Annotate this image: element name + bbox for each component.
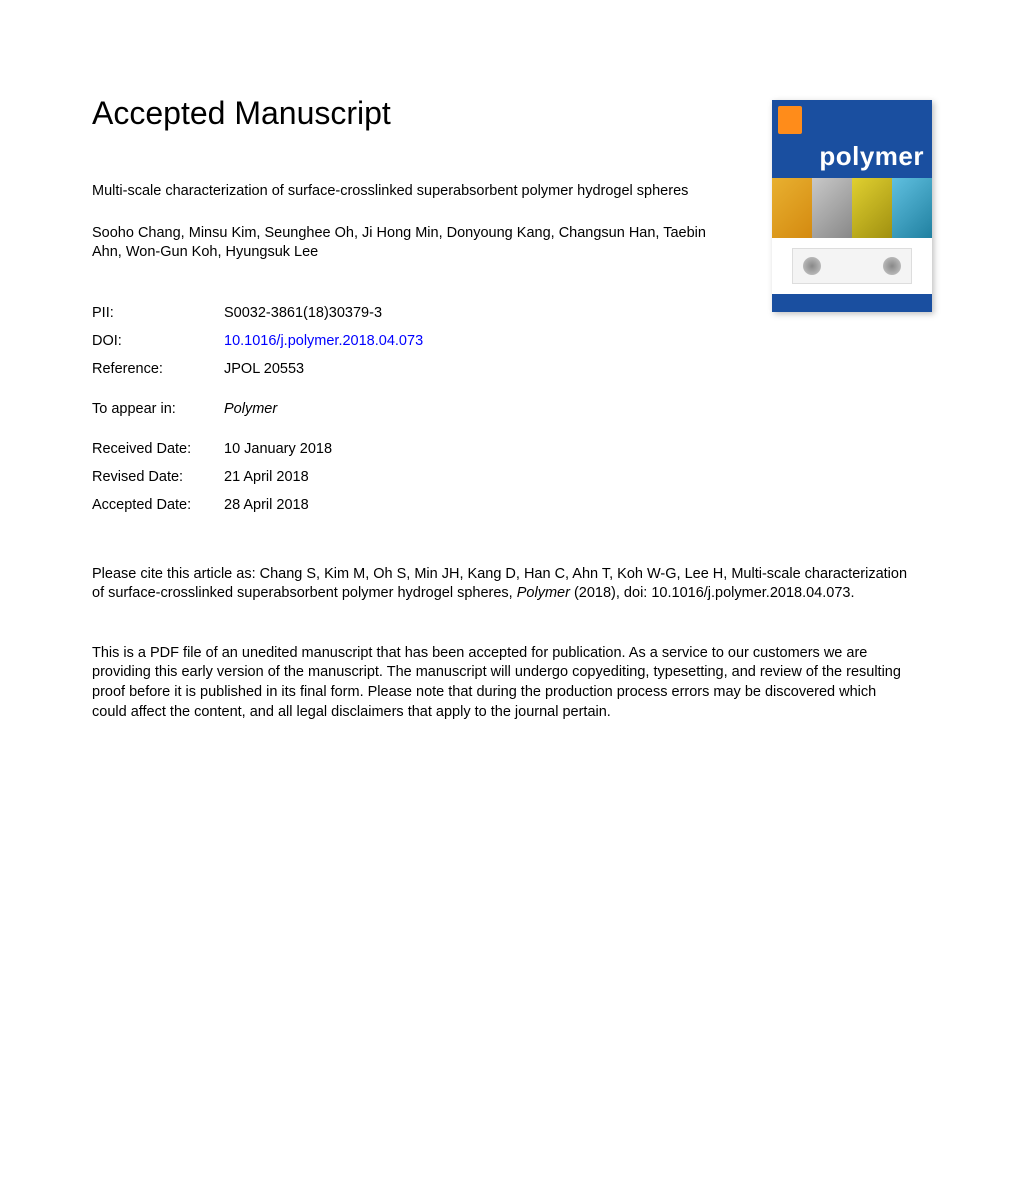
revised-label: Revised Date:	[92, 463, 224, 491]
cover-header: polymer	[772, 100, 932, 178]
cover-thumb-4	[892, 178, 932, 238]
table-row: Revised Date: 21 April 2018	[92, 463, 423, 491]
author-list: Sooho Chang, Minsu Kim, Seunghee Oh, Ji …	[92, 224, 732, 263]
appear-value: Polymer	[224, 395, 423, 423]
accepted-value: 28 April 2018	[224, 491, 423, 519]
cover-footer	[772, 294, 932, 312]
cover-figure-icon	[792, 248, 912, 284]
cover-image-strip	[772, 178, 932, 238]
cover-thumb-1	[772, 178, 812, 238]
cover-figure-area	[772, 238, 932, 294]
pii-value: S0032-3861(18)30379-3	[224, 299, 423, 327]
journal-name: polymer	[772, 141, 924, 172]
article-title: Multi-scale characterization of surface-…	[92, 182, 732, 202]
table-row: PII: S0032-3861(18)30379-3	[92, 299, 423, 327]
citation-text: Please cite this article as: Chang S, Ki…	[92, 565, 912, 604]
appear-label: To appear in:	[92, 395, 224, 423]
revised-value: 21 April 2018	[224, 463, 423, 491]
citation-journal: Polymer	[517, 585, 570, 601]
table-row: DOI: 10.1016/j.polymer.2018.04.073	[92, 327, 423, 355]
pii-label: PII:	[92, 299, 224, 327]
table-row: Received Date: 10 January 2018	[92, 435, 423, 463]
received-label: Received Date:	[92, 435, 224, 463]
reference-value: JPOL 20553	[224, 355, 423, 383]
reference-label: Reference:	[92, 355, 224, 383]
citation-suffix: (2018), doi: 10.1016/j.polymer.2018.04.0…	[570, 585, 855, 601]
cover-thumb-2	[812, 178, 852, 238]
doi-label: DOI:	[92, 327, 224, 355]
table-row: Reference: JPOL 20553	[92, 355, 423, 383]
doi-link[interactable]: 10.1016/j.polymer.2018.04.073	[224, 333, 423, 349]
publisher-logo-icon	[778, 106, 802, 134]
accepted-label: Accepted Date:	[92, 491, 224, 519]
cover-thumb-3	[852, 178, 892, 238]
received-value: 10 January 2018	[224, 435, 423, 463]
metadata-table: PII: S0032-3861(18)30379-3 DOI: 10.1016/…	[92, 299, 423, 519]
journal-cover-thumbnail: polymer	[772, 100, 932, 312]
table-row: Accepted Date: 28 April 2018	[92, 491, 423, 519]
disclaimer-text: This is a PDF file of an unedited manusc…	[92, 644, 912, 722]
table-row: To appear in: Polymer	[92, 395, 423, 423]
